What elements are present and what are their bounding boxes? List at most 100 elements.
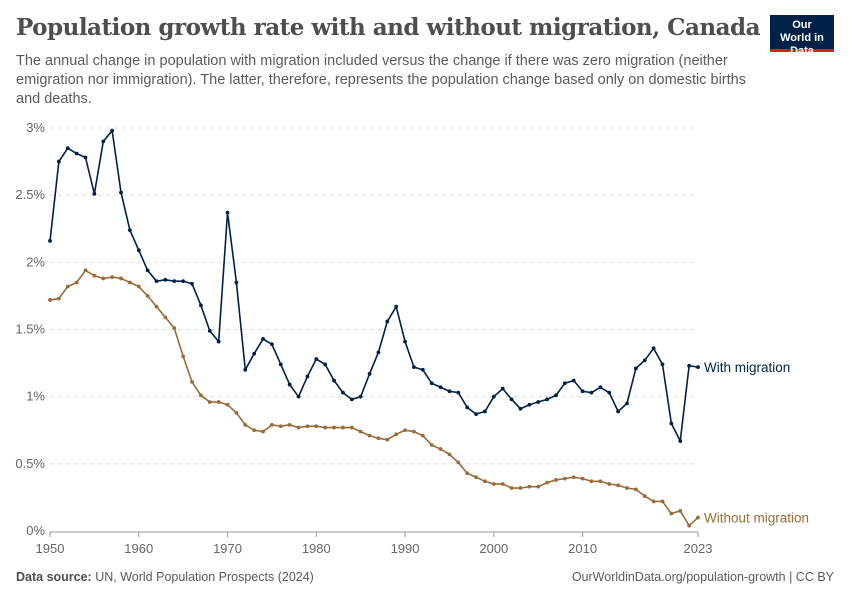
- data-point: [181, 279, 186, 284]
- data-point: [74, 280, 79, 285]
- data-point: [207, 400, 212, 404]
- x-tick-label: 2023: [684, 541, 713, 556]
- data-point: [491, 482, 496, 486]
- data-point: [367, 433, 372, 438]
- data-point: [323, 425, 328, 430]
- data-point: [527, 484, 532, 489]
- chart-title: Population growth rate with and without …: [16, 14, 761, 41]
- data-point: [323, 362, 328, 367]
- data-point: [101, 139, 106, 144]
- data-point: [420, 367, 425, 372]
- data-point: [465, 405, 470, 410]
- data-point: [234, 410, 239, 415]
- data-point: [296, 394, 301, 399]
- data-point: [332, 378, 336, 383]
- data-point: [429, 381, 434, 386]
- data-point: [607, 390, 612, 395]
- data-point: [633, 487, 638, 492]
- data-point: [243, 367, 248, 372]
- data-point: [651, 499, 656, 504]
- y-tick-label: 0.5%: [15, 456, 45, 471]
- y-tick-label: 2.5%: [15, 187, 45, 202]
- y-tick-label: 2%: [26, 254, 45, 269]
- data-point: [172, 326, 177, 331]
- data-point: [358, 394, 363, 399]
- y-tick-label: 3%: [26, 120, 45, 135]
- data-point: [190, 379, 194, 384]
- data-point: [687, 523, 692, 528]
- data-point: [341, 390, 345, 395]
- data-point: [216, 339, 221, 344]
- data-point: [687, 363, 692, 368]
- data-point: [491, 394, 496, 399]
- data-point: [207, 328, 212, 333]
- data-point: [270, 422, 274, 427]
- data-point: [127, 280, 132, 285]
- x-tick-label: 1950: [36, 541, 65, 556]
- data-point: [660, 362, 665, 367]
- data-point: [554, 393, 558, 398]
- data-point: [500, 386, 505, 391]
- series-line-without-migration: [49, 269, 699, 527]
- data-point: [74, 151, 79, 156]
- x-tick-label: 1980: [302, 541, 331, 556]
- data-point: [527, 402, 532, 407]
- data-point: [669, 511, 674, 516]
- data-point: [92, 191, 97, 196]
- source-url[interactable]: OurWorldinData.org/population-growth | C…: [571, 570, 834, 584]
- data-point: [562, 476, 567, 481]
- data-point: [385, 319, 390, 324]
- data-point: [119, 276, 123, 281]
- data-point: [181, 354, 186, 359]
- data-point: [48, 298, 52, 302]
- data-point: [83, 268, 88, 273]
- data-point: [554, 478, 558, 482]
- data-point: [83, 155, 88, 160]
- data-point: [163, 315, 168, 320]
- data-point: [154, 304, 159, 309]
- data-point: [56, 296, 61, 301]
- data-point: [536, 484, 541, 489]
- data-point: [199, 393, 203, 398]
- data-point: [518, 406, 523, 411]
- owid-logo[interactable]: Our World in Data: [770, 15, 834, 57]
- data-point: [394, 304, 399, 309]
- data-point: [136, 248, 141, 253]
- data-point: [145, 294, 150, 298]
- data-point: [234, 280, 239, 285]
- data-point: [509, 486, 514, 490]
- data-point: [385, 437, 390, 442]
- data-point: [278, 362, 283, 367]
- data-point: [216, 400, 221, 404]
- data-point: [616, 409, 621, 414]
- data-point: [305, 424, 310, 429]
- data-point: [536, 400, 541, 404]
- data-point: [545, 397, 549, 402]
- data-point: [163, 277, 168, 282]
- source-label: Data source:: [16, 570, 92, 584]
- data-point: [456, 390, 461, 395]
- data-point: [616, 483, 621, 488]
- data-point: [696, 515, 700, 520]
- data-point: [252, 351, 257, 356]
- data-point: [598, 385, 603, 390]
- data-point: [678, 439, 683, 443]
- data-point: [341, 425, 345, 430]
- data-point: [483, 409, 487, 414]
- series-line-with-migration: [49, 128, 699, 444]
- data-point: [172, 279, 177, 284]
- data-point: [358, 429, 363, 434]
- chart-subtitle: The annual change in population with mig…: [16, 53, 746, 107]
- data-point: [669, 421, 674, 426]
- data-point: [261, 429, 265, 434]
- data-point: [500, 482, 505, 486]
- data-point: [394, 432, 399, 437]
- data-point: [199, 303, 203, 308]
- data-point: [562, 381, 567, 386]
- data-point: [474, 412, 478, 417]
- data-point: [287, 422, 292, 427]
- data-point: [225, 210, 230, 215]
- data-point: [403, 428, 407, 433]
- data-point: [696, 365, 700, 370]
- series-label: With migration: [704, 360, 790, 375]
